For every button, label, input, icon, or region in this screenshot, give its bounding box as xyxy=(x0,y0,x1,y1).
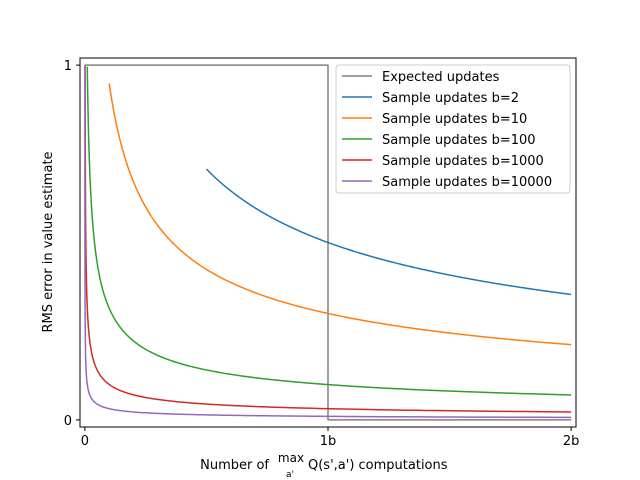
x-axis-label-max: max xyxy=(278,451,304,465)
y-tick-label-1: 1 xyxy=(64,59,72,74)
x-tick-label-0: 0 xyxy=(81,434,89,449)
plot-area xyxy=(84,64,572,421)
x-axis-label-subscript: a' xyxy=(286,470,294,480)
x-tick-label-1: 1b xyxy=(320,434,337,449)
y-axis-label: RMS error in value estimate xyxy=(41,151,56,332)
legend-label-2: Sample updates b=10 xyxy=(382,112,527,127)
series-line-3 xyxy=(86,66,572,396)
y-axis-ticks: 01 xyxy=(64,59,80,429)
x-axis-label-prefix: Number of xyxy=(200,458,269,473)
legend-label-5: Sample updates b=10000 xyxy=(382,175,552,190)
x-axis-label: Number of max a' Q(s',a') computations xyxy=(200,451,448,480)
legend: Expected updates Sample updates b=2 Sample… xyxy=(335,64,571,194)
legend-entries: Expected updates Sample updates b=2 Sample… xyxy=(342,70,552,190)
x-axis-ticks: 0 1b 2b xyxy=(81,427,580,449)
legend-label-4: Sample updates b=1000 xyxy=(382,154,544,169)
legend-box xyxy=(335,64,571,194)
series-line-4 xyxy=(84,65,572,413)
legend-label-0: Expected updates xyxy=(382,70,500,85)
series-line-1 xyxy=(205,168,572,296)
series-line-5 xyxy=(84,65,572,419)
y-tick-label-0: 0 xyxy=(64,414,72,429)
legend-label-3: Sample updates b=100 xyxy=(382,133,536,148)
legend-label-1: Sample updates b=2 xyxy=(382,91,519,106)
series-line-2 xyxy=(108,83,572,346)
x-axis-label-suffix: Q(s',a') computations xyxy=(308,458,448,473)
x-tick-label-2: 2b xyxy=(563,434,580,449)
